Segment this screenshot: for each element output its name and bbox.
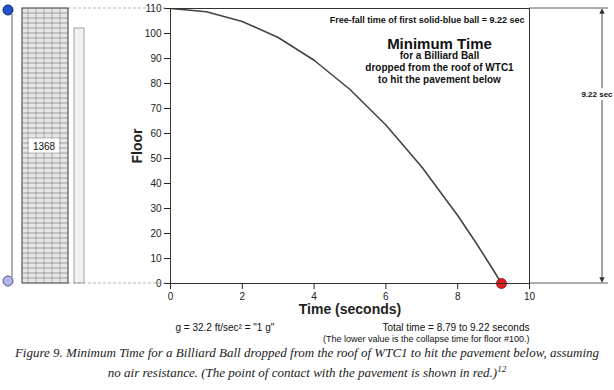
svg-text:(The lower value is the collap: (The lower value is the collapse time fo…	[323, 334, 530, 344]
svg-text:9.22 sec: 9.22 sec	[581, 90, 613, 99]
svg-text:30: 30	[150, 203, 162, 214]
svg-text:90: 90	[150, 53, 162, 64]
svg-text:70: 70	[150, 103, 162, 114]
svg-text:100: 100	[145, 28, 162, 39]
svg-text:80: 80	[150, 78, 162, 89]
svg-text:10: 10	[524, 291, 536, 302]
svg-text:Free-fall time of first solid-: Free-fall time of first solid-blue ball …	[330, 15, 525, 25]
svg-text:4: 4	[311, 290, 317, 302]
svg-text:8: 8	[455, 291, 461, 302]
svg-text:Total time = 8.79 to 9.22 seco: Total time = 8.79 to 9.22 seconds	[382, 322, 529, 333]
svg-text:10: 10	[150, 253, 162, 264]
svg-text:20: 20	[150, 228, 162, 239]
svg-text:1368: 1368	[33, 141, 56, 152]
svg-text:0: 0	[156, 278, 162, 289]
svg-text:Floor: Floor	[129, 128, 145, 164]
html-text:Figure 9. Minimum Time for a B: Figure 9. Minimum Time for a Billiard Ba…	[14, 345, 600, 381]
svg-text:g = 32.2 ft/sec² = "1 g": g = 32.2 ft/sec² = "1 g"	[176, 322, 275, 333]
svg-text:0: 0	[168, 291, 174, 302]
svg-text:60: 60	[150, 128, 162, 139]
svg-text:Minimum Time: Minimum Time	[387, 35, 492, 53]
svg-text:for a Billiard Balldropped fro: for a Billiard Balldropped from the roof…	[365, 50, 514, 85]
svg-text:2: 2	[240, 291, 246, 302]
svg-text:110: 110	[146, 3, 162, 14]
svg-text:50: 50	[150, 153, 162, 164]
svg-text:Time (seconds): Time (seconds)	[299, 301, 401, 317]
svg-text:40: 40	[150, 178, 162, 189]
svg-text:6: 6	[383, 290, 389, 302]
